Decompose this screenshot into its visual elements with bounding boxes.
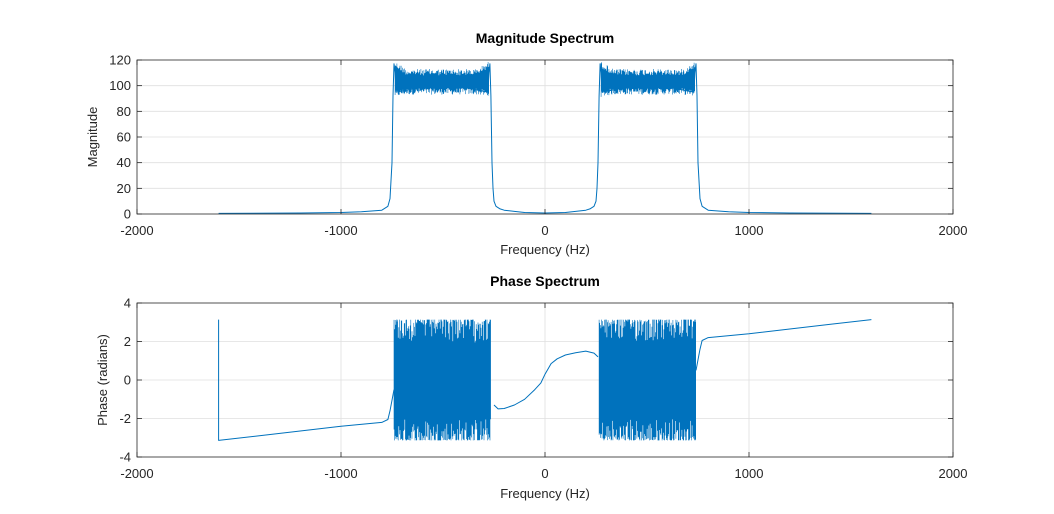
y-tick-label: 0 <box>124 207 131 222</box>
phase-y-axis-label: Phase (radians) <box>95 334 110 426</box>
x-tick-label: 0 <box>541 466 548 481</box>
x-tick-label: -1000 <box>324 223 357 238</box>
y-tick-label: 40 <box>117 155 131 170</box>
x-tick-label: -2000 <box>120 466 153 481</box>
y-tick-label: 80 <box>117 104 131 119</box>
series-line-2 <box>695 319 872 371</box>
magnitude-y-axis-label: Magnitude <box>85 107 100 168</box>
y-tick-label: 20 <box>117 181 131 196</box>
magnitude-chart-title: Magnitude Spectrum <box>476 30 614 46</box>
y-tick-label: 4 <box>124 296 131 311</box>
y-tick-label: 2 <box>124 334 131 349</box>
y-tick-label: 100 <box>109 78 131 93</box>
series-line-0 <box>218 319 395 441</box>
x-tick-label: 1000 <box>735 466 764 481</box>
x-tick-label: 2000 <box>939 466 968 481</box>
y-tick-label: 60 <box>117 130 131 145</box>
x-tick-label: 2000 <box>939 223 968 238</box>
phase-chart-title: Phase Spectrum <box>490 273 600 289</box>
magnitude-grid <box>137 60 953 214</box>
magnitude-ticks: -2000 -1000 0 1000 2000 0 20 40 60 80 100 120 <box>109 53 967 239</box>
noise-band-1 <box>598 319 696 441</box>
noise-band-0 <box>393 319 491 441</box>
magnitude-spectrum-panel: Magnitude Spectrum -2000 -1000 0 1000 2000 0 2… <box>85 30 967 257</box>
y-tick-label: 0 <box>124 373 131 388</box>
x-tick-label: 0 <box>541 223 548 238</box>
y-tick-label: 120 <box>109 53 131 68</box>
x-tick-label: 1000 <box>735 223 764 238</box>
magnitude-x-axis-label: Frequency (Hz) <box>500 242 590 257</box>
x-tick-label: -1000 <box>324 466 357 481</box>
phase-ticks: -2000 -1000 0 1000 2000 -4 -2 0 2 4 <box>119 296 967 482</box>
series-line-1 <box>493 350 599 410</box>
phase-grid <box>137 303 953 457</box>
phase-series <box>218 319 872 441</box>
phase-noise-bands <box>393 319 696 441</box>
y-tick-label: -2 <box>119 411 131 426</box>
x-tick-label: -2000 <box>120 223 153 238</box>
phase-x-axis-label: Frequency (Hz) <box>500 486 590 501</box>
phase-spectrum-panel: Phase Spectrum -2000 -1000 0 1000 2000 -4 -2 0 2… <box>95 273 967 501</box>
y-tick-label: -4 <box>119 450 131 465</box>
